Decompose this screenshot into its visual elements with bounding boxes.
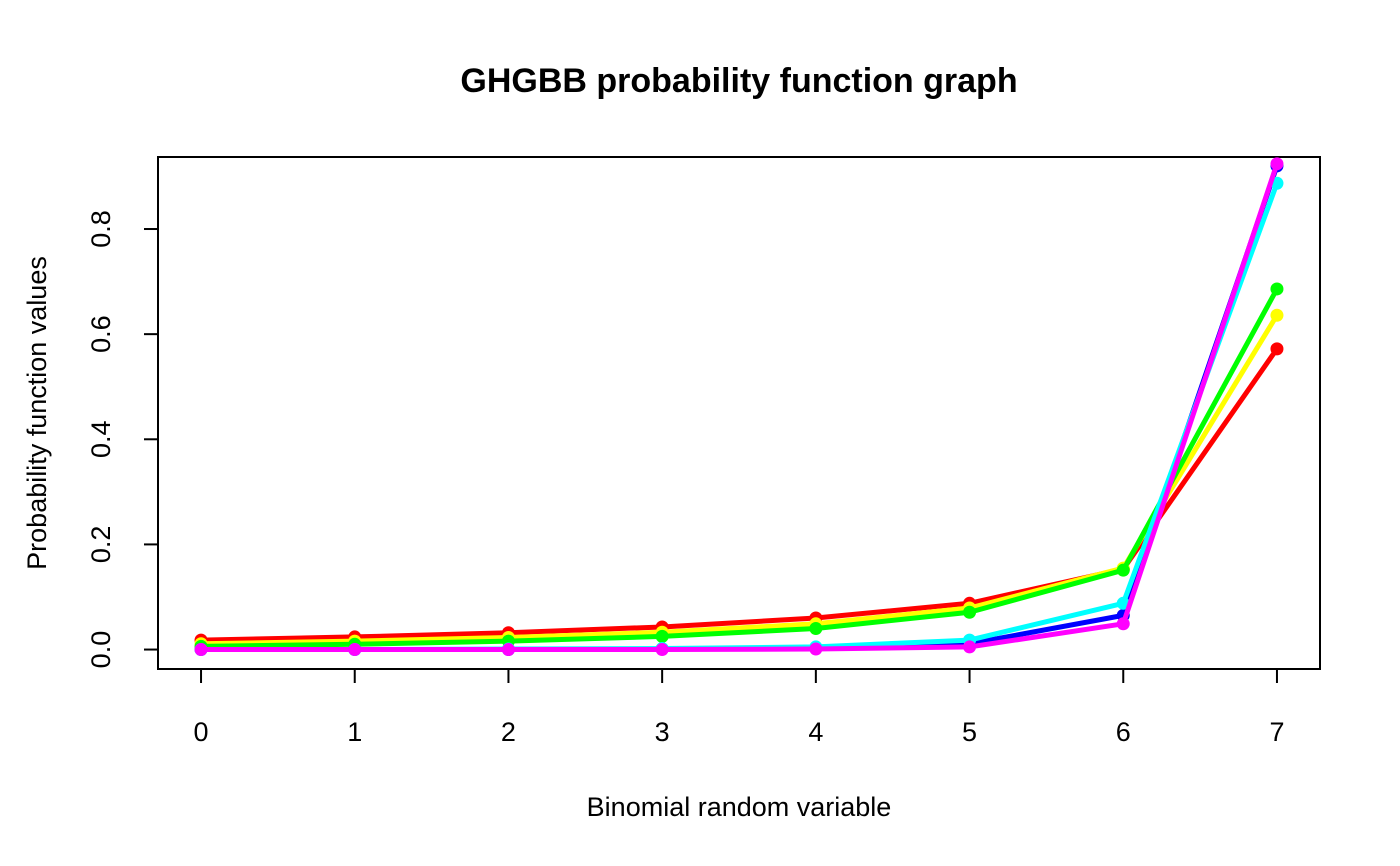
y-tick-label: 0.8 xyxy=(86,210,116,248)
y-tick-label: 0.6 xyxy=(86,315,116,353)
x-tick-label: 6 xyxy=(1116,717,1131,747)
x-axis: 0 1 2 3 4 5 6 7 xyxy=(194,668,1284,747)
series-group xyxy=(194,157,1284,657)
series-4 xyxy=(194,159,1284,657)
series-3-line xyxy=(201,287,1280,649)
series-3-point xyxy=(809,622,823,636)
series-3-point xyxy=(655,629,669,643)
x-tick-label: 0 xyxy=(194,717,209,747)
series-6-point xyxy=(655,643,669,657)
series-6-point xyxy=(501,643,515,657)
series-2-line xyxy=(200,313,1280,647)
series-6 xyxy=(194,157,1284,657)
x-tick-label: 4 xyxy=(808,717,823,747)
series-6-point xyxy=(809,642,823,656)
series-2-point xyxy=(1270,308,1284,322)
series-3-point xyxy=(963,605,977,619)
x-tick-label: 7 xyxy=(1269,717,1284,747)
series-3-point xyxy=(1270,282,1284,296)
chart-title: GHGBB probability function graph xyxy=(460,62,1017,100)
series-6-point xyxy=(1116,617,1130,631)
y-tick-label: 0.4 xyxy=(86,421,116,459)
series-6-point xyxy=(194,643,208,657)
series-6-point xyxy=(1270,157,1284,171)
series-1-point xyxy=(1270,342,1284,356)
x-tick-label: 3 xyxy=(655,717,670,747)
series-1-line xyxy=(200,347,1280,643)
y-tick-label: 0.0 xyxy=(86,631,116,669)
x-tick-label: 2 xyxy=(501,717,516,747)
series-5 xyxy=(194,176,1284,657)
y-axis: 0.0 0.2 0.4 0.6 0.8 xyxy=(86,210,159,669)
x-tick-label: 5 xyxy=(962,717,977,747)
series-6-point xyxy=(963,640,977,654)
plot-area-frame xyxy=(157,156,1321,670)
series-5-line xyxy=(201,182,1280,653)
series-3-point xyxy=(1116,563,1130,577)
series-6-line xyxy=(201,163,1280,653)
series-3 xyxy=(194,282,1284,653)
series-4-line xyxy=(201,165,1280,653)
x-axis-label: Binomial random variable xyxy=(587,792,892,822)
y-axis-label: Probability function values xyxy=(22,256,52,570)
x-tick-label: 1 xyxy=(347,717,362,747)
y-tick-label: 0.2 xyxy=(86,526,116,564)
series-6-point xyxy=(348,643,362,657)
